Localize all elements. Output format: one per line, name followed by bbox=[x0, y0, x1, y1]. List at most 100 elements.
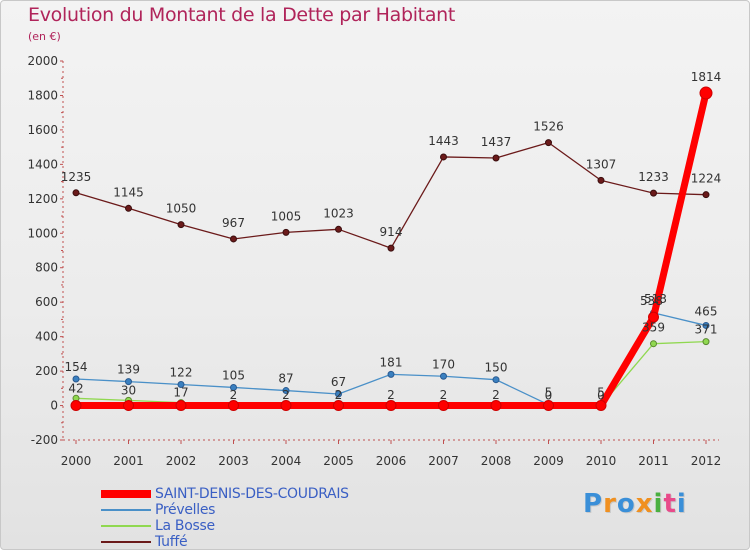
data-label-la-bosse: 2 bbox=[387, 388, 395, 402]
y-tick-label: -200 bbox=[31, 433, 58, 447]
data-label-saint-denis-des-coudrais: 513 bbox=[644, 292, 667, 306]
legend-label: Prévelles bbox=[155, 502, 216, 518]
data-point-la-bosse bbox=[650, 340, 657, 348]
data-label-pr-velles: 67 bbox=[331, 375, 346, 389]
data-label-pr-velles: 87 bbox=[278, 372, 293, 386]
data-point-tuff- bbox=[440, 153, 447, 161]
chart-subtitle: (en €) bbox=[28, 30, 61, 43]
data-label-tuff-: 967 bbox=[222, 216, 245, 230]
data-point-pr-velles bbox=[125, 378, 132, 386]
y-tick-label: 1000 bbox=[27, 226, 58, 240]
data-point-tuff- bbox=[125, 204, 132, 212]
data-point-saint-denis-des-coudrais bbox=[490, 400, 502, 412]
proxiti-logo: Proxiti bbox=[583, 489, 687, 519]
x-tick-label: 2008 bbox=[481, 454, 512, 468]
legend-label: Tuffé bbox=[155, 534, 188, 550]
data-point-tuff- bbox=[387, 244, 395, 252]
x-tick-label: 2004 bbox=[271, 454, 302, 468]
data-label-pr-velles: 150 bbox=[485, 361, 508, 375]
data-label-tuff-: 1443 bbox=[428, 134, 459, 148]
data-label-tuff-: 1235 bbox=[61, 170, 92, 184]
data-point-la-bosse bbox=[702, 338, 710, 346]
y-tick-label: 600 bbox=[35, 295, 58, 309]
data-point-saint-denis-des-coudrais bbox=[228, 400, 239, 412]
data-label-saint-denis-des-coudrais: 1814 bbox=[691, 70, 722, 84]
data-label-la-bosse: 2 bbox=[230, 388, 238, 402]
data-label-pr-velles: 139 bbox=[117, 363, 140, 377]
data-label-pr-velles: 122 bbox=[170, 366, 193, 380]
data-label-tuff-: 1233 bbox=[638, 170, 669, 184]
data-point-tuff- bbox=[72, 189, 80, 197]
x-tick-label: 2010 bbox=[586, 454, 617, 468]
data-point-saint-denis-des-coudrais bbox=[699, 86, 713, 100]
data-label-pr-velles: 105 bbox=[222, 368, 245, 382]
data-point-pr-velles bbox=[335, 390, 342, 398]
data-label-la-bosse: 17 bbox=[173, 386, 188, 400]
data-point-saint-denis-des-coudrais bbox=[70, 400, 82, 412]
data-point-pr-velles bbox=[702, 321, 710, 329]
data-point-pr-velles bbox=[492, 376, 500, 384]
data-label-tuff-: 1005 bbox=[271, 209, 302, 223]
legend: SAINT-DENIS-DES-COUDRAIS Prévelles La Bo… bbox=[101, 486, 349, 550]
y-tick-label: 1400 bbox=[27, 157, 58, 171]
legend-label: SAINT-DENIS-DES-COUDRAIS bbox=[155, 486, 349, 502]
data-point-saint-denis-des-coudrais bbox=[543, 400, 554, 412]
data-point-tuff- bbox=[702, 191, 710, 199]
legend-item-saint-denis: SAINT-DENIS-DES-COUDRAIS bbox=[101, 486, 349, 502]
legend-label: La Bosse bbox=[155, 518, 215, 534]
data-point-tuff- bbox=[335, 225, 342, 233]
data-label-pr-velles: 5 bbox=[597, 386, 605, 400]
data-point-tuff- bbox=[545, 139, 552, 147]
legend-swatch bbox=[101, 525, 151, 527]
data-label-pr-velles: 5 bbox=[545, 386, 553, 400]
x-tick-label: 2000 bbox=[61, 454, 92, 468]
data-label-la-bosse: 30 bbox=[121, 383, 136, 397]
data-point-saint-denis-des-coudrais bbox=[648, 311, 659, 323]
data-label-tuff-: 914 bbox=[380, 225, 403, 239]
data-point-tuff- bbox=[650, 189, 657, 197]
data-label-pr-velles: 154 bbox=[65, 360, 88, 374]
data-point-pr-velles bbox=[177, 381, 185, 389]
y-tick-label: 1600 bbox=[27, 123, 58, 137]
data-label-tuff-: 1307 bbox=[586, 157, 617, 171]
data-point-saint-denis-des-coudrais bbox=[333, 400, 344, 412]
legend-item-la-bosse: La Bosse bbox=[101, 518, 349, 534]
y-tick-label: 1800 bbox=[27, 88, 58, 102]
data-point-saint-denis-des-coudrais bbox=[280, 400, 292, 412]
x-tick-label: 2002 bbox=[166, 454, 197, 468]
legend-swatch bbox=[101, 541, 151, 543]
data-label-tuff-: 1023 bbox=[323, 206, 354, 220]
data-point-pr-velles bbox=[72, 375, 80, 383]
y-tick-label: 400 bbox=[35, 330, 58, 344]
data-point-tuff- bbox=[282, 228, 290, 236]
y-tick-label: 0 bbox=[50, 399, 58, 413]
data-label-tuff-: 1145 bbox=[113, 185, 144, 199]
legend-item-tuffe: Tuffé bbox=[101, 534, 349, 550]
legend-swatch bbox=[101, 509, 151, 511]
data-point-saint-denis-des-coudrais bbox=[595, 400, 607, 412]
x-tick-label: 2009 bbox=[533, 454, 564, 468]
data-label-la-bosse: 42 bbox=[68, 381, 83, 395]
data-label-pr-velles: 538 bbox=[640, 294, 663, 308]
data-point-tuff- bbox=[230, 235, 237, 243]
y-tick-label: 800 bbox=[35, 261, 58, 275]
x-tick-label: 2001 bbox=[113, 454, 144, 468]
data-point-saint-denis-des-coudrais bbox=[438, 400, 449, 412]
y-tick-label: 2000 bbox=[27, 54, 58, 68]
data-point-saint-denis-des-coudrais bbox=[175, 400, 187, 412]
data-label-la-bosse: 0 bbox=[597, 389, 605, 403]
data-label-la-bosse: 359 bbox=[642, 321, 665, 335]
data-label-tuff-: 1437 bbox=[481, 135, 512, 149]
x-tick-label: 2005 bbox=[323, 454, 354, 468]
data-point-tuff- bbox=[597, 176, 605, 184]
data-label-la-bosse: 2 bbox=[440, 388, 448, 402]
data-point-saint-denis-des-coudrais bbox=[385, 400, 397, 412]
data-point-saint-denis-des-coudrais bbox=[123, 400, 134, 412]
data-label-tuff-: 1224 bbox=[691, 172, 722, 186]
data-point-tuff- bbox=[177, 221, 185, 229]
data-point-pr-velles bbox=[230, 383, 237, 391]
x-tick-label: 2003 bbox=[218, 454, 249, 468]
data-label-pr-velles: 181 bbox=[380, 355, 403, 369]
